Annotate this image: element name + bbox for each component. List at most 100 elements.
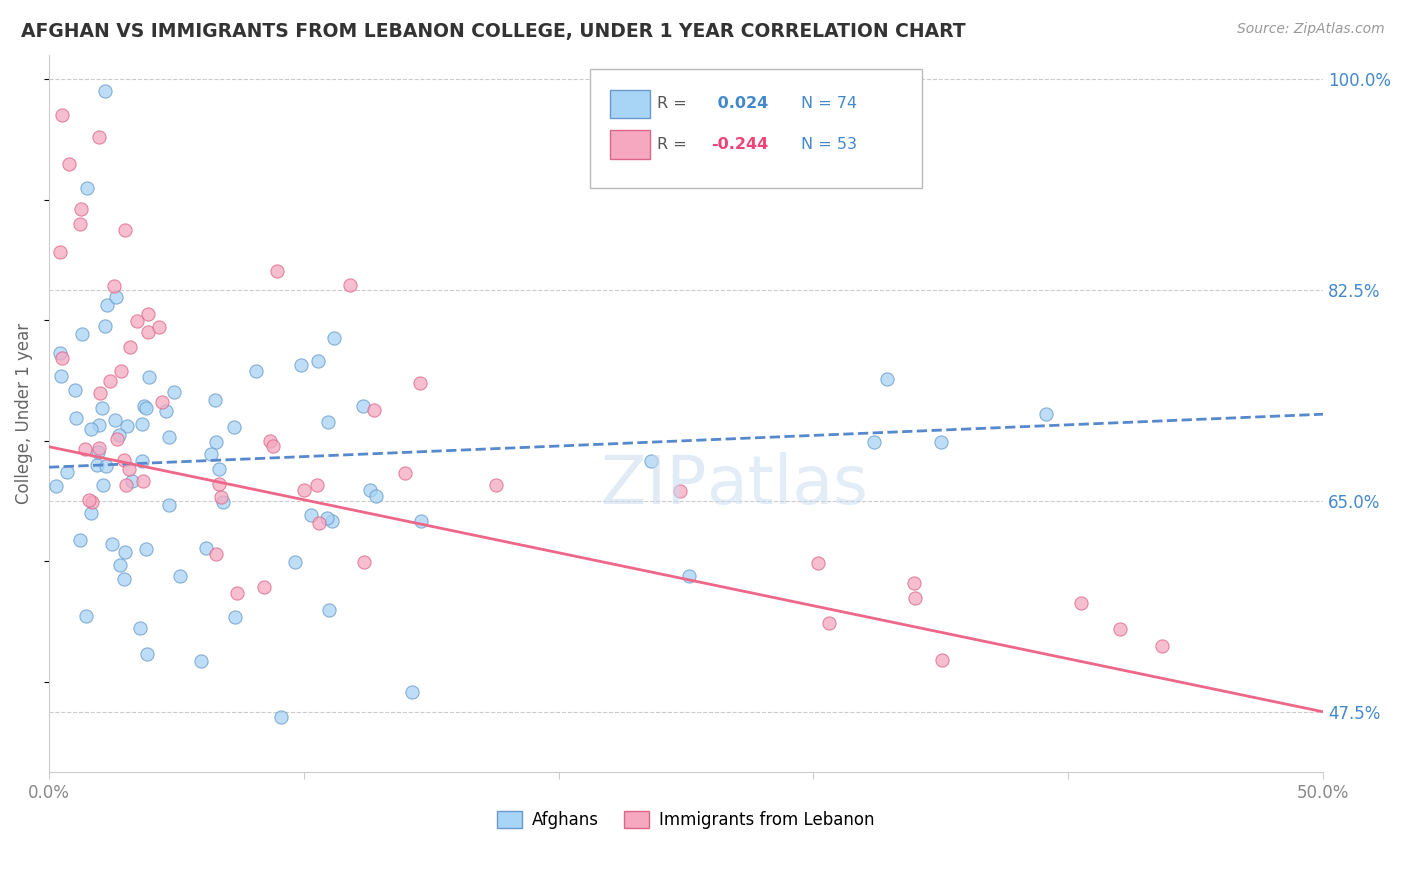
Point <box>128 621 150 635</box>
Point <box>115 478 138 492</box>
Point <box>283 555 305 569</box>
Point <box>138 370 160 384</box>
Text: -0.244: -0.244 <box>711 137 769 153</box>
Point <box>224 420 246 434</box>
Point <box>112 572 135 586</box>
Text: R =: R = <box>657 137 692 153</box>
Point <box>640 454 662 468</box>
Point <box>96 458 118 473</box>
Point <box>668 484 690 499</box>
Point <box>80 495 103 509</box>
Point <box>103 278 125 293</box>
Point <box>76 180 98 194</box>
Point <box>169 569 191 583</box>
Point <box>98 374 121 388</box>
Text: Source: ZipAtlas.com: Source: ZipAtlas.com <box>1237 22 1385 37</box>
Point <box>96 298 118 312</box>
Point <box>157 430 180 444</box>
Point <box>110 364 132 378</box>
Point <box>94 84 117 98</box>
Point <box>195 541 218 555</box>
Point <box>155 404 177 418</box>
Point <box>150 395 173 409</box>
Point <box>205 434 228 449</box>
Point <box>204 393 226 408</box>
Point <box>401 684 423 698</box>
Point <box>307 478 329 492</box>
Point <box>105 432 128 446</box>
Point <box>49 345 72 359</box>
Point <box>316 415 339 429</box>
Point <box>318 603 340 617</box>
Point <box>136 325 159 339</box>
Point <box>1035 408 1057 422</box>
Point <box>1070 596 1092 610</box>
Text: 0.024: 0.024 <box>711 96 768 112</box>
Point <box>307 354 329 368</box>
Point <box>299 508 322 523</box>
Legend: Afghans, Immigrants from Lebanon: Afghans, Immigrants from Lebanon <box>491 804 882 836</box>
Point <box>73 442 96 456</box>
Point <box>266 264 288 278</box>
Point <box>903 576 925 591</box>
Point <box>69 533 91 548</box>
Point <box>94 318 117 333</box>
Point <box>208 461 231 475</box>
Point <box>135 647 157 661</box>
Point <box>863 435 886 450</box>
Point <box>117 462 139 476</box>
Point <box>931 653 953 667</box>
Point <box>135 401 157 415</box>
Text: N = 53: N = 53 <box>801 137 856 153</box>
Point <box>108 427 131 442</box>
Point <box>204 547 226 561</box>
Point <box>134 400 156 414</box>
Point <box>363 403 385 417</box>
Point <box>118 340 141 354</box>
Point <box>259 434 281 448</box>
Point <box>322 331 344 345</box>
Point <box>262 439 284 453</box>
Point <box>157 498 180 512</box>
Point <box>114 545 136 559</box>
Point <box>270 709 292 723</box>
Point <box>253 580 276 594</box>
Point <box>75 608 97 623</box>
Point <box>86 458 108 472</box>
Point <box>105 290 128 304</box>
Point <box>115 419 138 434</box>
Point <box>131 417 153 432</box>
Y-axis label: College, Under 1 year: College, Under 1 year <box>15 323 32 504</box>
Point <box>353 555 375 569</box>
Point <box>224 610 246 624</box>
Point <box>212 494 235 508</box>
Point <box>409 514 432 528</box>
Text: N = 74: N = 74 <box>801 96 856 112</box>
Point <box>208 476 231 491</box>
Point <box>87 444 110 458</box>
Point <box>80 422 103 436</box>
Point <box>51 351 73 366</box>
Point <box>112 453 135 467</box>
Point <box>818 615 841 630</box>
Text: atlas: atlas <box>706 452 868 517</box>
Point <box>80 506 103 520</box>
Point <box>65 410 87 425</box>
Point <box>69 202 91 217</box>
Point <box>394 466 416 480</box>
Point <box>101 536 124 550</box>
Point <box>91 478 114 492</box>
FancyBboxPatch shape <box>591 70 922 188</box>
Point <box>1150 639 1173 653</box>
Point <box>70 327 93 342</box>
Point <box>359 483 381 498</box>
Point <box>131 453 153 467</box>
Point <box>79 493 101 508</box>
Point <box>89 418 111 433</box>
Point <box>485 478 508 492</box>
Point <box>339 277 361 292</box>
Text: R =: R = <box>657 96 692 112</box>
Point <box>136 307 159 321</box>
Point <box>366 489 388 503</box>
Point <box>292 483 315 498</box>
